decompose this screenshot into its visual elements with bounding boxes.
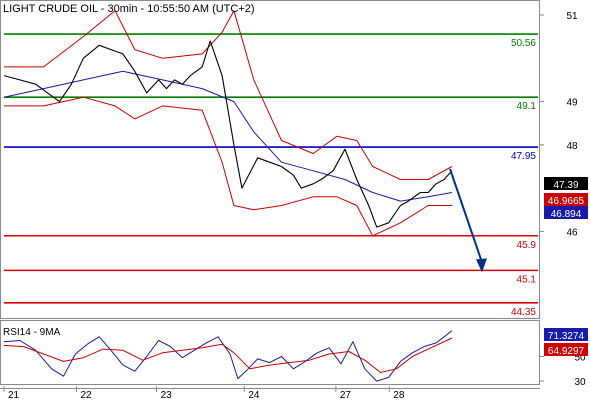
y-tick-label-1: 49 — [566, 98, 578, 109]
x-tick-label-1: 22 — [80, 390, 92, 400]
rsi-tick-label-1: 30 — [574, 377, 586, 388]
rsi-tag-label-rsi-ma: 64.9297 — [548, 346, 585, 357]
series-moving-average — [3, 70, 453, 202]
rsi-tick-label-0: 50 — [574, 352, 586, 363]
series-rsi — [3, 330, 453, 382]
series-rsi-ma — [3, 337, 453, 373]
value-tag-bollinger — [544, 193, 588, 206]
series-bollinger-upper — [4, 10, 453, 180]
rsi-panel-frame — [0, 320, 540, 385]
series-price — [3, 40, 453, 228]
x-tick-label-5: 28 — [393, 390, 405, 400]
value-tag-label-moving-average: 46.894 — [551, 209, 582, 220]
level-label-4: 45.1 — [517, 274, 537, 285]
forecast-arrow-shaft — [449, 168, 483, 263]
main-panel-frame — [0, 0, 540, 319]
y-tick-label-2: 48 — [566, 141, 578, 152]
level-label-2: 47.95 — [511, 151, 536, 162]
y-tick-label-3: 46 — [566, 227, 578, 238]
value-tag-moving-average — [544, 206, 588, 219]
x-tick-label-4: 27 — [340, 390, 352, 400]
rsi-tag-rsi — [544, 328, 588, 341]
level-label-5: 44.35 — [511, 307, 536, 318]
x-tick-label-0: 21 — [8, 390, 20, 400]
y-tick-label-0: 51 — [566, 11, 578, 22]
rsi-tag-label-rsi: 71.3274 — [548, 331, 585, 342]
chart-title: LIGHT CRUDE OIL - 30min - 10:55:50 AM (U… — [3, 3, 255, 15]
level-label-0: 50.56 — [511, 38, 536, 49]
rsi-tag-rsi-ma — [544, 343, 588, 356]
series-bollinger-lower — [4, 96, 452, 237]
value-tag-price — [544, 177, 588, 190]
level-label-1: 49.1 — [517, 101, 537, 112]
value-tag-label-bollinger: 46.9665 — [548, 196, 585, 207]
level-label-3: 45.9 — [517, 240, 537, 251]
value-tag-label-price: 47.39 — [553, 180, 578, 191]
x-tick-label-3: 24 — [248, 390, 260, 400]
x-tick-label-2: 23 — [161, 390, 173, 400]
forecast-arrow-head — [476, 258, 487, 273]
rsi-title: RSI14 - 9MA — [3, 327, 61, 338]
